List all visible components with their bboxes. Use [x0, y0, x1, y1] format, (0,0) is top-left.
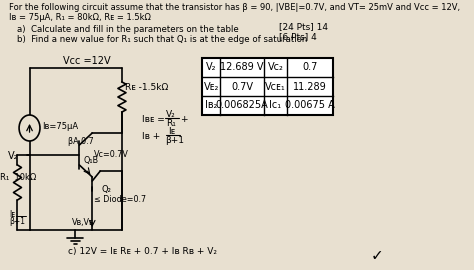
Text: Iʙ +: Iʙ + [142, 132, 160, 141]
Text: V₂: V₂ [206, 62, 217, 73]
Text: For the following circuit assume that the transistor has β = 90, |VBE|=0.7V, and: For the following circuit assume that th… [9, 3, 461, 12]
Text: a)  Calculate and fill in the parameters on the table: a) Calculate and fill in the parameters … [18, 25, 239, 34]
Text: 11.289: 11.289 [293, 82, 327, 92]
Text: Q₂: Q₂ [102, 185, 112, 194]
Text: β+1: β+1 [9, 217, 26, 226]
Text: R₁  10kΩ: R₁ 10kΩ [0, 173, 36, 182]
Text: Iʙᴇ =: Iʙᴇ = [142, 115, 165, 124]
Text: c) 12V = Iᴇ Rᴇ + 0.7 + Iʙ Rʙ + V₂: c) 12V = Iᴇ Rᴇ + 0.7 + Iʙ Rʙ + V₂ [68, 247, 217, 256]
Text: Iʙ = 75μA, R₁ = 80kΩ, Rᴇ = 1.5kΩ: Iʙ = 75μA, R₁ = 80kΩ, Rᴇ = 1.5kΩ [9, 13, 151, 22]
Circle shape [19, 115, 40, 141]
Text: Vᴄ=0.7V: Vᴄ=0.7V [94, 150, 129, 159]
Text: Q₁B: Q₁B [83, 156, 99, 165]
Bar [202, 58, 333, 115]
Text: +: + [180, 115, 187, 124]
Text: [6 Pts] 4: [6 Pts] 4 [279, 32, 317, 41]
Text: Iᴇ: Iᴇ [169, 127, 176, 136]
Text: Vᴇ₂: Vᴇ₂ [203, 82, 219, 92]
Text: Vᴄᴄ =12V: Vᴄᴄ =12V [64, 56, 111, 66]
Text: βA 0.7: βA 0.7 [68, 137, 94, 146]
Text: ✓: ✓ [371, 248, 384, 263]
Text: Iᴄ₁: Iᴄ₁ [269, 100, 282, 110]
Text: R₁: R₁ [166, 119, 176, 128]
Text: 0.7: 0.7 [302, 62, 318, 73]
Text: Vᴄᴇ₁: Vᴄᴇ₁ [265, 82, 286, 92]
Text: Vᴄ₂: Vᴄ₂ [267, 62, 283, 73]
Text: Rᴇ -1.5kΩ: Rᴇ -1.5kΩ [125, 83, 168, 92]
Text: ≤ Diode=0.7: ≤ Diode=0.7 [94, 195, 146, 204]
Text: β+1: β+1 [165, 136, 184, 145]
Text: Vʙ,Vᴇ: Vʙ,Vᴇ [72, 218, 94, 227]
Text: 0.006825A: 0.006825A [216, 100, 268, 110]
Text: 0.7V: 0.7V [231, 82, 253, 92]
Text: Iᴇ: Iᴇ [9, 210, 16, 219]
Text: b)  Find a new value for R₁ such that Q₁ is at the edge of saturation: b) Find a new value for R₁ such that Q₁ … [18, 35, 308, 44]
Text: V₂: V₂ [166, 110, 176, 119]
Text: 12.689 V: 12.689 V [220, 62, 264, 73]
Text: V₂: V₂ [8, 151, 18, 161]
Text: 0.00675 A: 0.00675 A [285, 100, 335, 110]
Text: [24 Pts] 14: [24 Pts] 14 [279, 22, 328, 31]
Text: Iʙ₂: Iʙ₂ [205, 100, 218, 110]
Text: Iʙ=75μA: Iʙ=75μA [42, 122, 79, 131]
